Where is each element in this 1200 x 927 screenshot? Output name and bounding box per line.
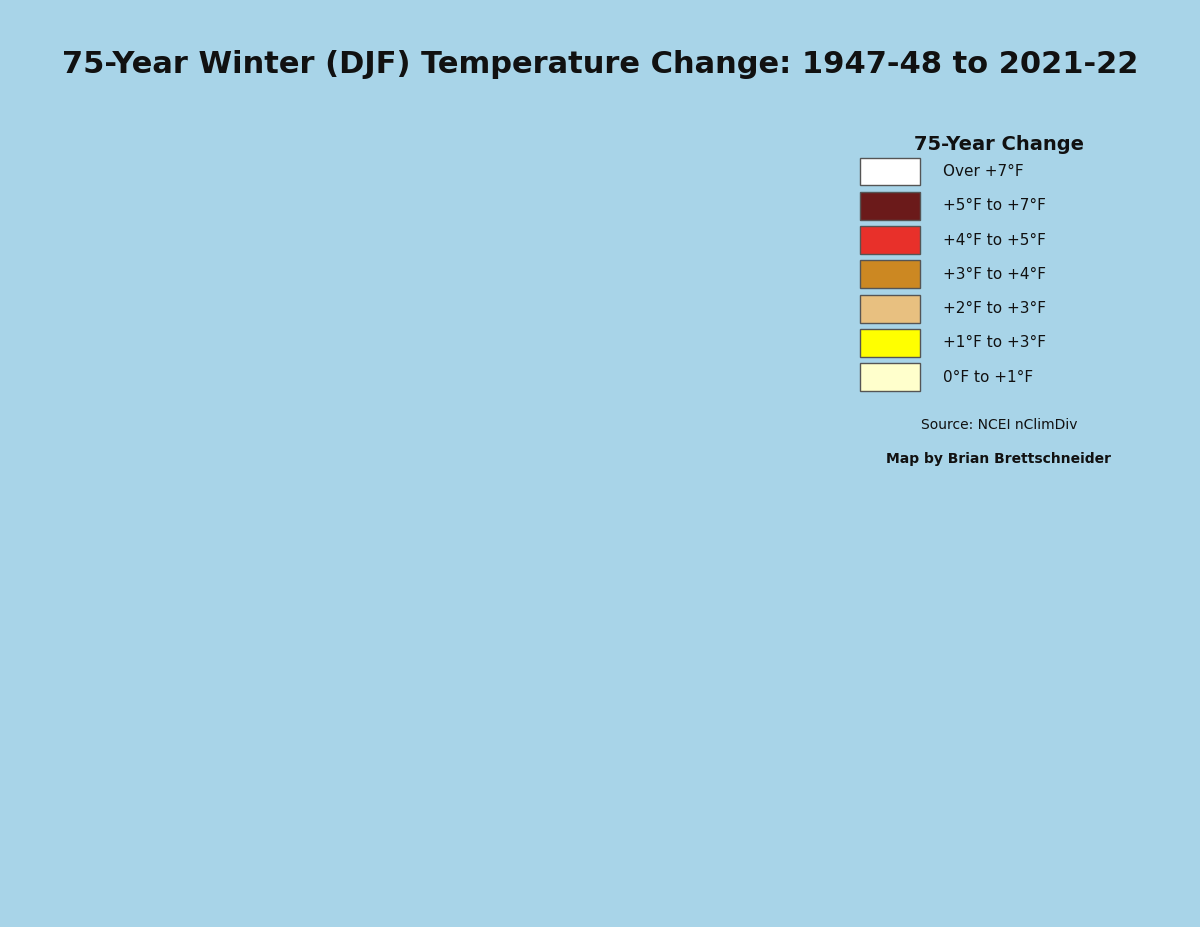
FancyBboxPatch shape xyxy=(860,158,919,185)
FancyBboxPatch shape xyxy=(860,226,919,254)
Text: +2°F to +3°F: +2°F to +3°F xyxy=(943,301,1046,316)
FancyBboxPatch shape xyxy=(860,363,919,391)
Text: +3°F to +4°F: +3°F to +4°F xyxy=(943,267,1046,282)
Text: Map by Brian Brettschneider: Map by Brian Brettschneider xyxy=(887,451,1111,466)
Text: +4°F to +5°F: +4°F to +5°F xyxy=(943,233,1045,248)
FancyBboxPatch shape xyxy=(860,260,919,288)
FancyBboxPatch shape xyxy=(860,295,919,323)
Text: 75-Year Change: 75-Year Change xyxy=(914,135,1084,154)
Text: Over +7°F: Over +7°F xyxy=(943,164,1024,179)
Text: Source: NCEI nClimDiv: Source: NCEI nClimDiv xyxy=(920,418,1078,433)
Text: +5°F to +7°F: +5°F to +7°F xyxy=(943,198,1045,213)
Text: +1°F to +3°F: +1°F to +3°F xyxy=(943,336,1046,350)
Text: 0°F to +1°F: 0°F to +1°F xyxy=(943,370,1033,385)
FancyBboxPatch shape xyxy=(860,329,919,357)
Text: 75-Year Winter (DJF) Temperature Change: 1947-48 to 2021-22: 75-Year Winter (DJF) Temperature Change:… xyxy=(62,50,1138,80)
FancyBboxPatch shape xyxy=(860,192,919,220)
